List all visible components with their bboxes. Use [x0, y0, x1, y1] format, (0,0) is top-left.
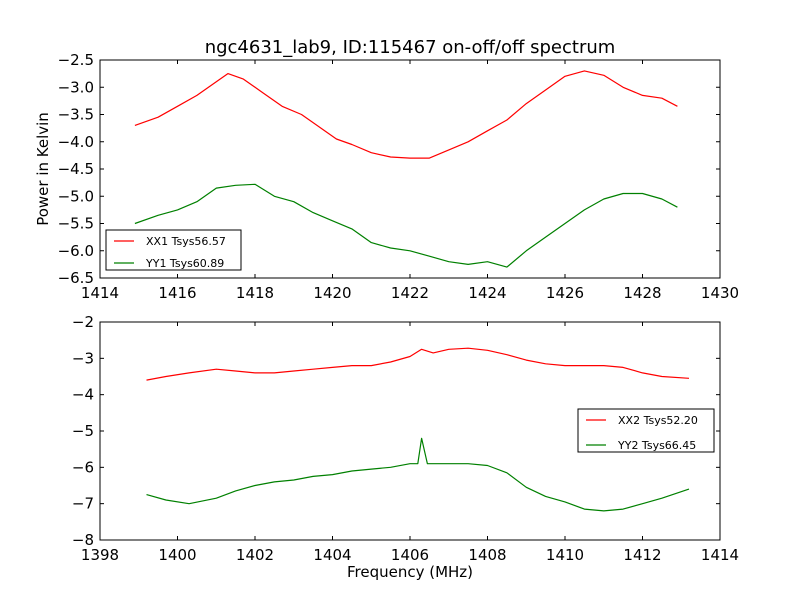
y-tick-label: −6 — [72, 458, 94, 476]
series-line-xx2 — [146, 347, 690, 381]
x-tick-label: 1402 — [236, 546, 274, 564]
y-tick-label: −4.0 — [58, 133, 94, 151]
series-line-yy1 — [134, 183, 678, 268]
x-tick-label: 1398 — [81, 546, 119, 564]
x-tick-label: 1416 — [158, 284, 196, 302]
x-tick-label: 1426 — [546, 284, 584, 302]
x-tick-label: 1414 — [81, 284, 119, 302]
y-tick-label: −8 — [72, 531, 94, 549]
x-tick-label: 1406 — [391, 546, 429, 564]
y-tick-label: −5.5 — [58, 215, 94, 233]
y-tick-label: −2.5 — [58, 51, 94, 69]
x-tick-label: 1404 — [313, 546, 351, 564]
x-tick-label: 1408 — [468, 546, 506, 564]
series-line-yy2 — [146, 437, 690, 512]
y-tick-label: −6.5 — [58, 269, 94, 287]
y-tick-label: −5 — [72, 422, 94, 440]
legend: XX1 Tsys56.57 YY1 Tsys60.89 — [105, 229, 242, 271]
x-tick-label: 1424 — [468, 284, 506, 302]
y-tick-label: −4 — [72, 386, 94, 404]
legend-label: YY2 Tsys66.45 — [617, 439, 696, 452]
y-tick-label: −3 — [72, 349, 94, 367]
series-line-xx1 — [134, 70, 678, 159]
y-tick-label: −3.0 — [58, 78, 94, 96]
top-spectrum-panel: 1414 1416 1418 1420 1422 1424 1426 1428 1430 −6.5… — [58, 51, 740, 302]
y-tick-label: −4.5 — [58, 160, 94, 178]
legend-label: XX2 Tsys52.20 — [618, 414, 698, 427]
x-tick-label: 1430 — [701, 284, 739, 302]
y-tick-label: −3.5 — [58, 106, 94, 124]
y-axis-label: Power in Kelvin — [34, 112, 52, 226]
y-tick-label: −2 — [72, 313, 94, 331]
x-tick-label: 1422 — [391, 284, 429, 302]
x-tick-label: 1420 — [313, 284, 351, 302]
x-tick-label: 1428 — [623, 284, 661, 302]
legend-label: XX1 Tsys56.57 — [146, 235, 226, 248]
legend: XX2 Tsys52.20 YY2 Tsys66.45 — [577, 408, 715, 453]
y-tick-label: −6.0 — [58, 242, 94, 260]
x-tick-label: 1412 — [623, 546, 661, 564]
x-tick-label: 1400 — [158, 546, 196, 564]
y-tick-label: −7 — [72, 495, 94, 513]
x-tick-label: 1418 — [236, 284, 274, 302]
x-tick-label: 1414 — [701, 546, 739, 564]
figure-title: ngc4631_lab9, ID:115467 on-off/off spect… — [205, 37, 616, 58]
bottom-spectrum-panel: 1398 1400 1402 1404 1406 1408 1410 1412 1414 −8 −7… — [72, 313, 739, 564]
x-axis-label: Frequency (MHz) — [347, 563, 473, 581]
legend-label: YY1 Tsys60.89 — [145, 257, 224, 270]
y-tick-label: −5.0 — [58, 187, 94, 205]
x-tick-label: 1410 — [546, 546, 584, 564]
